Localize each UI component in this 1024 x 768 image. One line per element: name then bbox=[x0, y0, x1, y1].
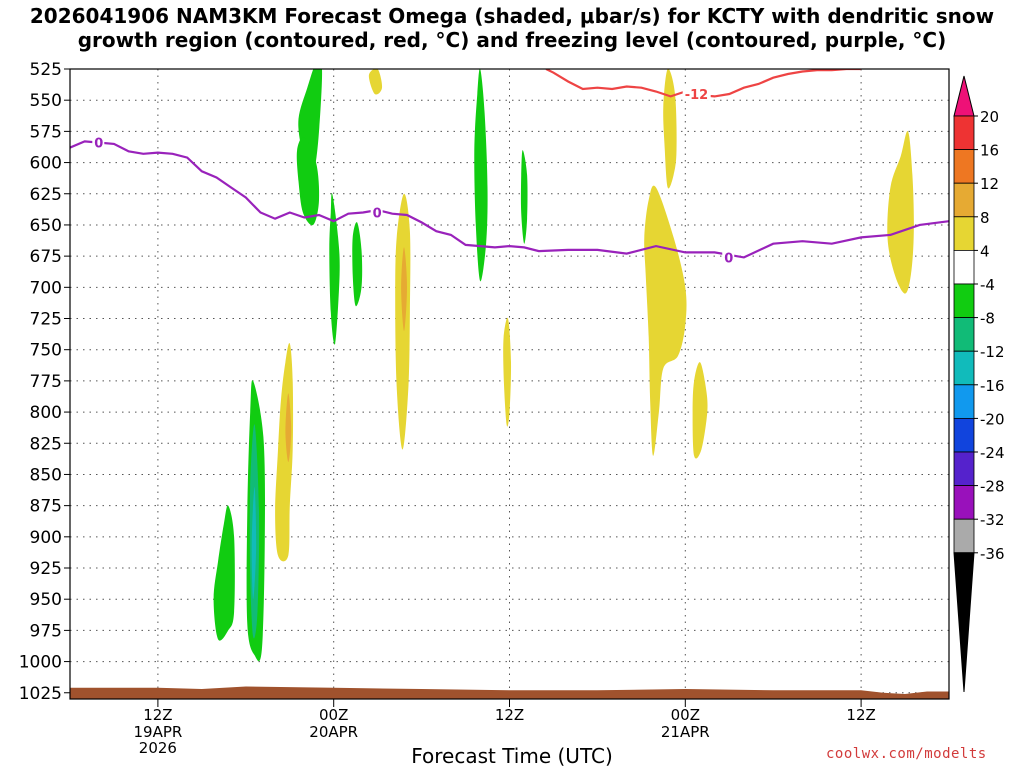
colorbar-label-8: -16 bbox=[980, 377, 1005, 395]
colorbar-label-1: 16 bbox=[980, 142, 999, 160]
omega-region-5 bbox=[520, 150, 528, 244]
x-tick-sublabel-18-0: 20APR bbox=[309, 723, 358, 741]
colorbar-top-triangle bbox=[953, 75, 975, 117]
colorbar-label-2: 12 bbox=[980, 175, 999, 193]
terrain bbox=[70, 686, 949, 699]
omega-region-18 bbox=[692, 362, 708, 459]
y-tick-label-700: 700 bbox=[30, 278, 62, 298]
omega-region-9 bbox=[251, 486, 257, 600]
y-tick-label-975: 975 bbox=[30, 621, 62, 641]
colorbar-label-0: 20 bbox=[980, 108, 999, 126]
colorbar-segment-8 bbox=[953, 384, 975, 419]
y-tick-label-1025: 1025 bbox=[19, 684, 62, 704]
omega-region-10 bbox=[275, 342, 294, 562]
colorbar-segment-7 bbox=[953, 350, 975, 386]
colorbar: 20 16 12 8 4 -4 -8 -12 -16 -20 -24 -28 -32 -36 bbox=[953, 75, 1005, 693]
chart-title-line2: growth region (contoured, red, °C) and f… bbox=[77, 28, 947, 52]
y-tick-label-650: 650 bbox=[30, 216, 62, 236]
contour-lines: 0 0 0 -12 bbox=[70, 69, 949, 266]
colorbar-label-9: -20 bbox=[980, 410, 1005, 428]
gridlines bbox=[70, 68, 949, 699]
x-axis-title: Forecast Time (UTC) bbox=[411, 744, 613, 768]
colorbar-segment-4 bbox=[953, 249, 975, 285]
x-tick-label-54: 12Z bbox=[846, 706, 875, 724]
omega-region-11 bbox=[285, 393, 292, 462]
omega-region-14 bbox=[503, 317, 512, 427]
y-tick-label-925: 925 bbox=[30, 559, 62, 579]
x-tick-sublabel-6-1: 2026 bbox=[139, 739, 177, 757]
colorbar-label-11: -28 bbox=[980, 478, 1005, 496]
colorbar-label-3: 8 bbox=[980, 209, 990, 227]
y-tick-label-825: 825 bbox=[30, 434, 62, 454]
y-tick-label-900: 900 bbox=[30, 528, 62, 548]
colorbar-segment-1 bbox=[953, 149, 975, 184]
colorbar-label-7: -12 bbox=[980, 343, 1005, 361]
omega-region-1 bbox=[296, 137, 320, 226]
colorbar-segment-6 bbox=[953, 317, 975, 352]
x-tick-sublabel-6-0: 19APR bbox=[133, 723, 182, 741]
x-tick-sublabel-42-0: 21APR bbox=[661, 723, 710, 741]
colorbar-segment-5 bbox=[953, 283, 975, 318]
omega-region-17 bbox=[663, 69, 677, 189]
credit-link[interactable]: coolwx.com/modelts bbox=[826, 746, 987, 762]
y-tick-label-750: 750 bbox=[30, 341, 62, 361]
y-tick-label-550: 550 bbox=[30, 91, 62, 111]
x-tick-label-18: 00Z bbox=[319, 706, 348, 724]
omega-region-7 bbox=[213, 505, 235, 641]
x-tick-label-30: 12Z bbox=[495, 706, 524, 724]
omega-region-16 bbox=[644, 185, 687, 456]
omega-region-2 bbox=[329, 193, 340, 345]
freezing-label-3-bg bbox=[722, 249, 735, 265]
colorbar-bottom-triangle bbox=[953, 552, 975, 693]
y-tick-label-775: 775 bbox=[30, 372, 62, 392]
colorbar-segment-12 bbox=[953, 518, 975, 554]
freezing-label-1-bg bbox=[92, 134, 105, 150]
dendritic-label-bg bbox=[682, 85, 711, 101]
omega-region-4 bbox=[474, 69, 488, 282]
omega-shading bbox=[213, 69, 914, 662]
y-tick-label-675: 675 bbox=[30, 247, 62, 267]
y-tick-label-875: 875 bbox=[30, 497, 62, 517]
y-tick-label-525: 525 bbox=[30, 60, 62, 80]
chart-title: 2026041906 NAM3KM Forecast Omega (shaded… bbox=[0, 4, 1024, 52]
y-tick-label-800: 800 bbox=[30, 403, 62, 423]
freezing-label-1: 0 bbox=[94, 137, 103, 152]
omega-region-13 bbox=[401, 247, 407, 331]
y-axis: 525 550 575 600 625 650 675 700 725 750 775 800 825 8… bbox=[19, 60, 70, 704]
freezing-label-2-bg bbox=[370, 204, 383, 220]
omega-region-15 bbox=[368, 69, 383, 95]
x-tick-label-42: 00Z bbox=[671, 706, 700, 724]
colorbar-label-13: -36 bbox=[980, 545, 1005, 563]
y-tick-label-1000: 1000 bbox=[19, 653, 62, 673]
y-tick-label-575: 575 bbox=[30, 122, 62, 142]
y-tick-label-625: 625 bbox=[30, 185, 62, 205]
omega-region-19 bbox=[887, 131, 914, 294]
colorbar-label-12: -32 bbox=[980, 511, 1005, 529]
colorbar-segment-10 bbox=[953, 451, 975, 486]
x-tick-label-6: 12Z bbox=[143, 706, 172, 724]
colorbar-segment-9 bbox=[953, 417, 975, 453]
chart-title-line1: 2026041906 NAM3KM Forecast Omega (shaded… bbox=[29, 4, 995, 28]
y-tick-label-725: 725 bbox=[30, 310, 62, 330]
colorbar-segment-11 bbox=[953, 485, 975, 520]
colorbar-label-6: -8 bbox=[980, 310, 995, 328]
omega-region-3 bbox=[352, 222, 363, 307]
colorbar-label-5: -4 bbox=[980, 276, 995, 294]
y-tick-label-950: 950 bbox=[30, 590, 62, 610]
terrain-fill bbox=[70, 686, 949, 699]
y-tick-label-850: 850 bbox=[30, 465, 62, 485]
dendritic-label: -12 bbox=[685, 88, 709, 103]
freezing-label-3: 0 bbox=[724, 251, 733, 266]
colorbar-label-4: 4 bbox=[980, 242, 990, 260]
colorbar-segment-2 bbox=[953, 182, 975, 218]
freezing-label-2: 0 bbox=[373, 206, 382, 221]
colorbar-label-10: -24 bbox=[980, 444, 1005, 462]
colorbar-segment-0 bbox=[953, 115, 975, 150]
colorbar-segment-3 bbox=[953, 216, 975, 251]
y-tick-label-600: 600 bbox=[30, 154, 62, 174]
